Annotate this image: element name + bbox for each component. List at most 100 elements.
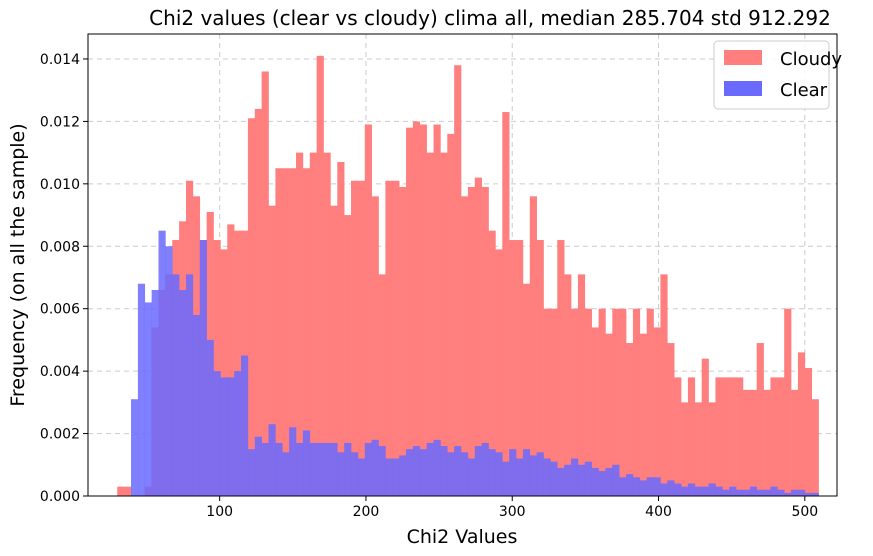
- cloudy-bar: [316, 55, 324, 497]
- clear-bar: [770, 486, 778, 496]
- clear-bar: [254, 436, 262, 496]
- cloudy-bar: [522, 283, 531, 496]
- cloudy-bar: [694, 402, 702, 496]
- y-tick-label: 0.004: [40, 364, 80, 380]
- clear-bar: [344, 442, 352, 496]
- clear-bar: [564, 464, 572, 496]
- clear-bar: [268, 424, 276, 496]
- clear-bar: [399, 455, 407, 496]
- clear-bar: [385, 458, 393, 496]
- cloudy-bar: [296, 152, 304, 496]
- cloudy-bar: [784, 308, 792, 496]
- cloudy-bar: [804, 368, 812, 496]
- cloudy-bar: [364, 124, 372, 496]
- clear-bar: [426, 442, 434, 496]
- clear-bar: [550, 461, 558, 496]
- legend-label-clear: Clear: [780, 80, 828, 101]
- cloudy-bar: [495, 249, 503, 496]
- clear-bar: [351, 452, 359, 496]
- clear-bar: [577, 464, 586, 496]
- cloudy-bar: [426, 152, 434, 496]
- clear-bar: [433, 439, 441, 496]
- cloudy-bar: [626, 343, 634, 496]
- clear-bar: [674, 483, 682, 496]
- cloudy-bar: [488, 230, 496, 496]
- cloudy-bar: [509, 240, 517, 496]
- clear-bar: [241, 355, 249, 496]
- clear-bar: [419, 449, 427, 496]
- cloudy-bar: [742, 389, 751, 496]
- legend-swatch-clear: [724, 81, 762, 96]
- cloudy-series: [117, 55, 819, 497]
- clear-bar: [742, 489, 751, 496]
- cloudy-bar: [268, 205, 276, 496]
- x-tick-label: 400: [645, 504, 672, 520]
- cloudy-bar: [701, 358, 709, 496]
- clear-bar: [474, 446, 482, 496]
- clear-bar: [206, 339, 214, 496]
- cloudy-bar: [419, 124, 427, 496]
- cloudy-bar: [749, 389, 757, 496]
- clear-bar: [749, 486, 757, 496]
- cloudy-bar: [330, 205, 338, 496]
- clear-bar: [454, 446, 462, 496]
- cloudy-bar: [646, 308, 654, 496]
- cloudy-bar: [681, 402, 689, 496]
- clear-series: [131, 230, 819, 496]
- cloudy-bar: [447, 133, 455, 496]
- clear-bar: [481, 442, 489, 496]
- cloudy-bar: [571, 308, 579, 496]
- clear-bar: [612, 464, 620, 496]
- clear-bar: [536, 452, 544, 496]
- legend: Cloudy Clear: [713, 40, 842, 110]
- clear-bar: [461, 452, 469, 496]
- cloudy-bar: [797, 352, 806, 496]
- cloudy-bar: [632, 308, 641, 496]
- clear-bar: [220, 377, 228, 496]
- x-tick-label: 500: [791, 504, 818, 520]
- cloudy-bar: [811, 399, 819, 496]
- clear-bar: [708, 483, 716, 496]
- cloudy-bar: [227, 224, 235, 496]
- cloudy-bar: [653, 327, 661, 496]
- clear-bar: [144, 302, 152, 496]
- cloudy-bar: [722, 377, 730, 496]
- cloudy-bar: [529, 196, 537, 496]
- clear-bar: [227, 377, 235, 496]
- clear-bar: [571, 458, 579, 496]
- y-axis-ticks: 0.000 0.002 0.004 0.006 0.008 0.010 0.012 0.014: [40, 52, 88, 505]
- cloudy-bar: [564, 274, 572, 496]
- cloudy-bar: [337, 161, 345, 496]
- cloudy-bar: [474, 177, 482, 496]
- cloudy-bar: [220, 249, 228, 496]
- clear-bar: [811, 492, 819, 496]
- clear-bar: [364, 442, 372, 496]
- cloudy-bar: [440, 152, 448, 496]
- x-axis-label: Chi2 Values: [407, 526, 518, 548]
- clear-bar: [619, 477, 627, 496]
- clear-bar: [186, 274, 194, 496]
- clear-bar: [784, 492, 792, 496]
- cloudy-bar: [708, 402, 716, 496]
- clear-bar: [467, 458, 476, 496]
- clear-bar: [213, 371, 221, 496]
- cloudy-bar: [254, 108, 262, 497]
- clear-bar: [289, 427, 297, 496]
- clear-bar: [137, 283, 146, 496]
- cloudy-bar: [687, 377, 696, 496]
- clear-bar: [192, 314, 201, 496]
- clear-bar: [495, 452, 503, 496]
- clear-bar: [653, 477, 661, 496]
- cloudy-bar: [639, 333, 647, 496]
- plot-frame: [87, 33, 838, 497]
- cloudy-bar: [598, 308, 606, 496]
- clear-bar: [323, 442, 331, 496]
- clear-bar: [516, 458, 524, 496]
- clear-bar: [557, 467, 565, 496]
- clear-bar: [626, 474, 634, 496]
- cloudy-bar: [660, 274, 668, 496]
- clear-bar: [247, 449, 256, 496]
- x-tick-label: 100: [206, 504, 233, 520]
- cloudy-bar: [557, 240, 565, 496]
- cloudy-bar: [467, 186, 476, 496]
